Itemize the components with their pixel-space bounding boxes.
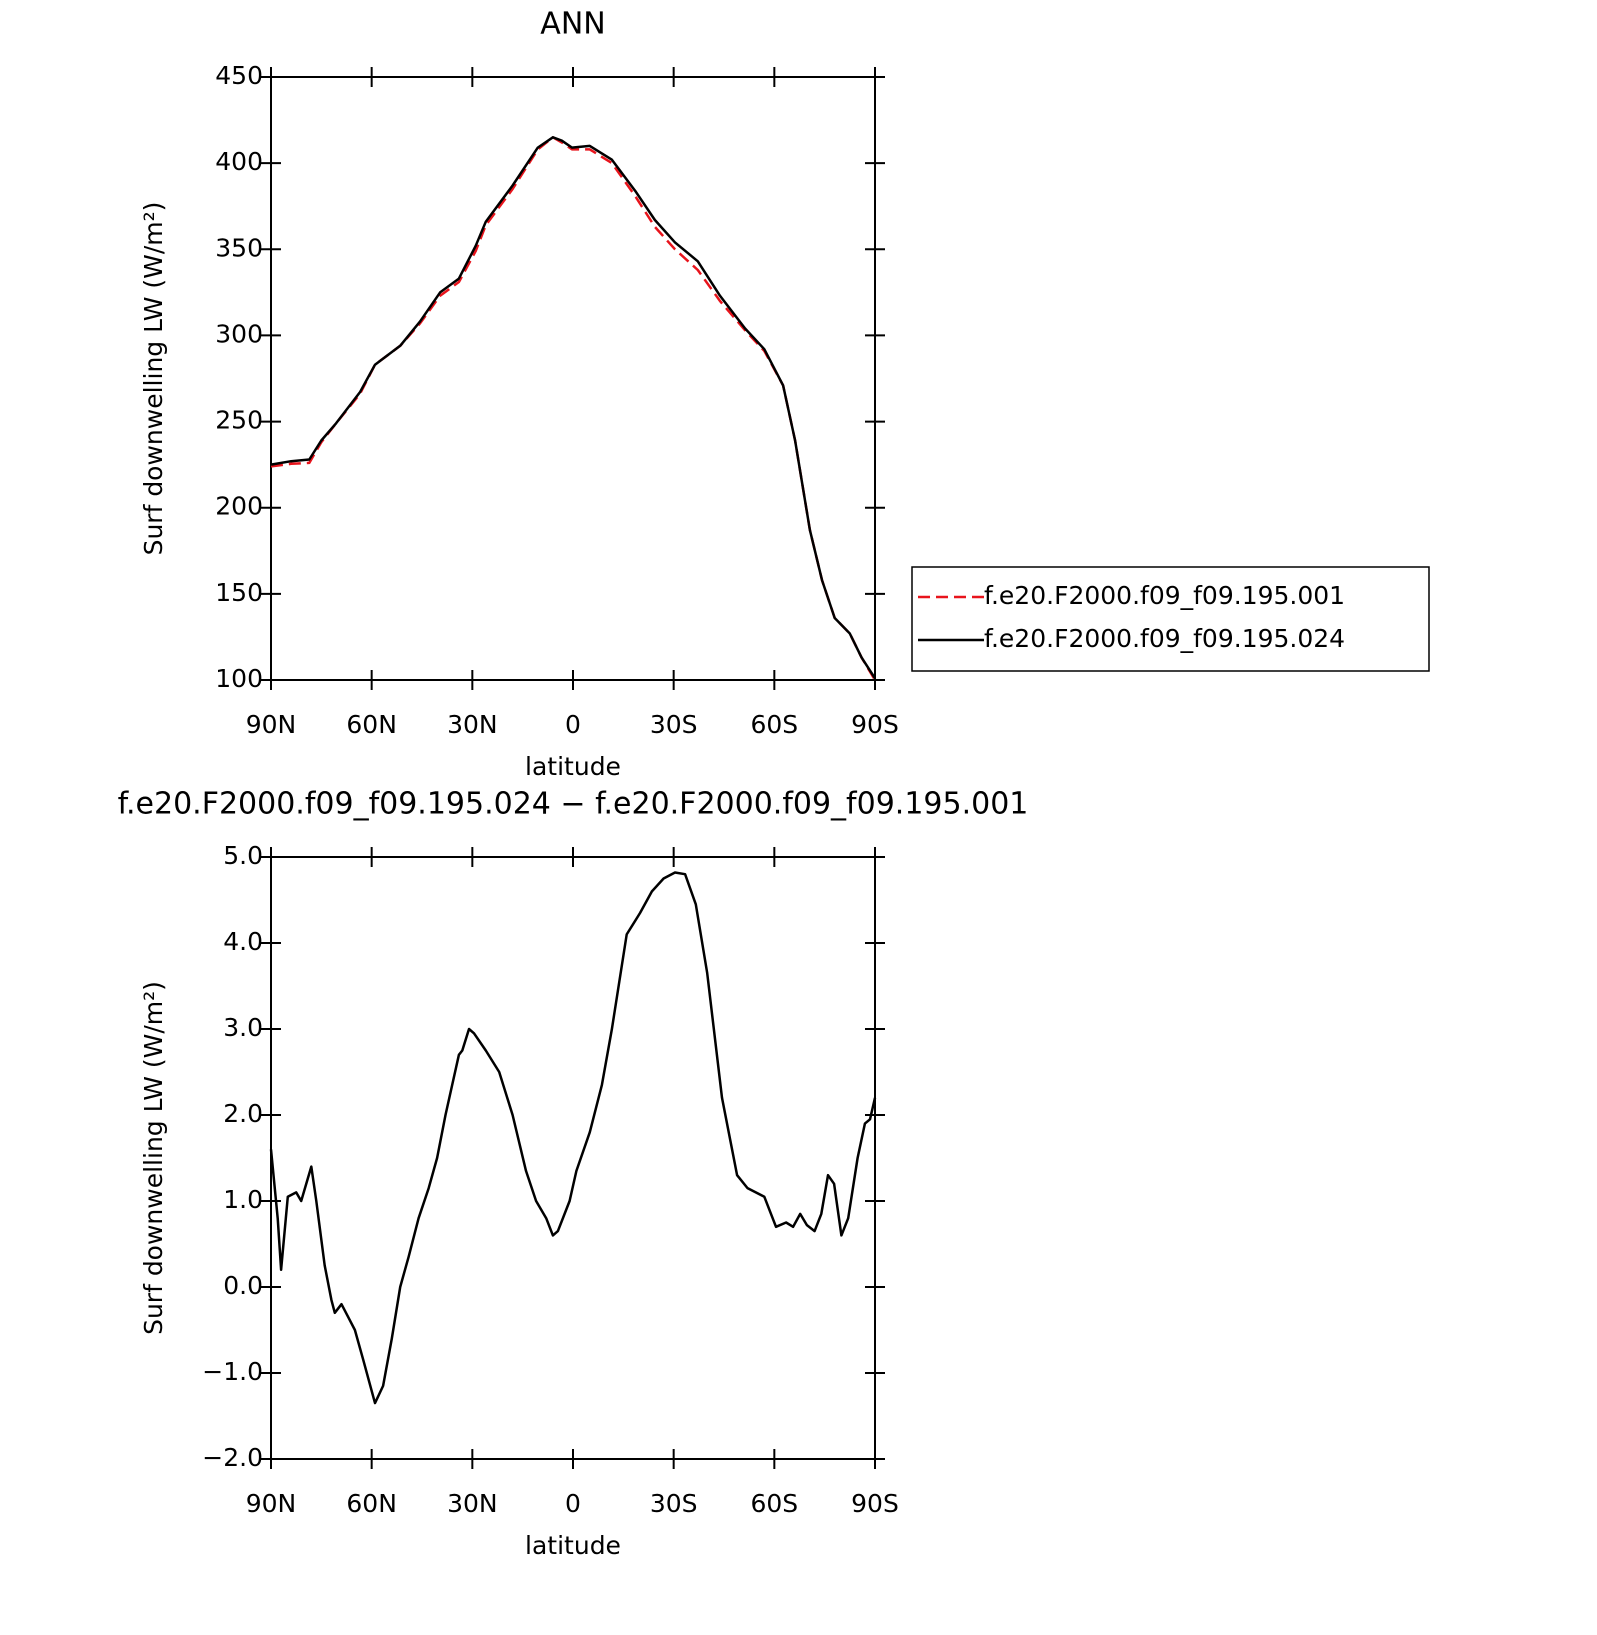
x-tick-label: 60S [750,1489,798,1518]
data-line [269,871,877,1405]
x-tick-label: 30S [650,710,698,739]
chart-title: f.e20.F2000.f09_f09.195.024 − f.e20.F200… [118,787,1029,822]
y-tick-label: 400 [215,147,263,176]
x-tick-label: 90N [246,710,297,739]
y-tick-label: 1.0 [223,1185,263,1214]
plot-frame [270,856,876,1460]
y-tick-label: 3.0 [223,1013,263,1042]
legend-label: f.e20.F2000.f09_f09.195.024 [984,624,1345,653]
x-tick-label: 60S [750,710,798,739]
x-tick-label: 30N [447,710,498,739]
y-tick-label: 200 [215,492,263,521]
y-tick-label: −1.0 [202,1357,263,1386]
y-tick-label: 4.0 [223,927,263,956]
y-tick-label: 0.0 [223,1271,263,1300]
y-tick-label: 100 [215,664,263,693]
x-tick-label: 90S [851,1489,899,1518]
x-tick-label: 90S [851,710,899,739]
x-axis-label: latitude [525,1531,621,1560]
y-tick-label: 250 [215,406,263,435]
legend-label: f.e20.F2000.f09_f09.195.001 [984,581,1345,610]
y-axis-label: Surf downwelling LW (W/m²) [139,202,168,556]
x-tick-label: 90N [246,1489,297,1518]
x-tick-label: 60N [346,1489,397,1518]
plot-frame [270,76,876,681]
y-tick-label: 350 [215,233,263,262]
x-tick-label: 0 [565,710,581,739]
legend-box [911,566,1430,672]
x-tick-label: 0 [565,1489,581,1518]
x-tick-label: 60N [346,710,397,739]
y-tick-label: 5.0 [223,841,263,870]
y-tick-label: −2.0 [202,1443,263,1472]
x-axis-label: latitude [525,752,621,781]
x-tick-label: 30S [650,1489,698,1518]
data-line [270,136,877,681]
chart-title: ANN [540,7,605,42]
y-tick-label: 450 [215,61,263,90]
y-tick-label: 300 [215,319,263,348]
y-tick-label: 2.0 [223,1099,263,1128]
x-tick-label: 30N [447,1489,498,1518]
y-axis-label: Surf downwelling LW (W/m²) [139,981,168,1335]
data-line [270,136,877,679]
y-tick-label: 150 [215,578,263,607]
